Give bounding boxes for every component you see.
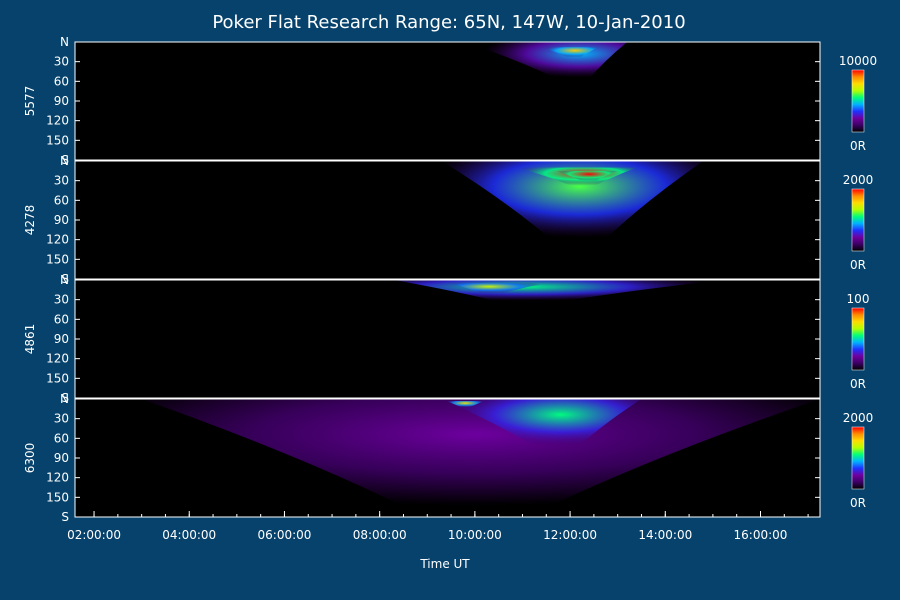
y-tick-label: S	[61, 153, 69, 167]
x-tick-label: 02:00:00	[67, 528, 121, 542]
y-tick-label: 120	[46, 471, 69, 485]
x-tick-label: 16:00:00	[734, 528, 788, 542]
panel-background	[75, 161, 820, 279]
y-tick-label: 60	[54, 193, 69, 207]
y-tick-label: 60	[54, 312, 69, 326]
x-tick-label: 06:00:00	[258, 528, 312, 542]
colorbar	[851, 307, 865, 371]
emission-feature	[451, 283, 547, 295]
panel-label: 4861	[23, 324, 37, 355]
y-tick-label: 120	[46, 233, 69, 247]
y-tick-label: 150	[46, 371, 69, 385]
y-tick-label: N	[60, 35, 69, 49]
panel-4278: N 30 60 90 120 150 S 4278 2000 0R	[23, 154, 873, 286]
colorbar	[851, 69, 865, 133]
y-tick-label: S	[61, 391, 69, 405]
colorbar-max-label: 10000	[839, 54, 877, 68]
colorbar-min-label: 0R	[850, 496, 866, 510]
y-tick-label: 150	[46, 133, 69, 147]
y-tick-label: 90	[54, 451, 69, 465]
y-tick-label: 60	[54, 431, 69, 445]
emission-feature	[141, 399, 820, 517]
emission-feature	[555, 170, 618, 182]
x-tick-label: 12:00:00	[543, 528, 597, 542]
panel-6300: N 30 60 90 120 150 S 6300 2000 0R	[23, 392, 873, 524]
emission-feature	[446, 400, 485, 409]
panel-label: 6300	[23, 443, 37, 474]
y-tick-label: 90	[54, 332, 69, 346]
colorbar-min-label: 0R	[850, 377, 866, 391]
y-tick-label: S	[61, 510, 69, 524]
panel-4861: N 30 60 90 120 150 S 4861 100 0R	[23, 273, 869, 405]
y-tick-label: 90	[54, 94, 69, 108]
colorbar-max-label: 100	[847, 292, 870, 306]
emission-feature	[441, 161, 704, 247]
panels-layer: N 30 60 90 120 150 S 5577 10000 0R N 30 60 90 120 150 S 4…	[23, 35, 877, 524]
y-tick-label: 90	[54, 213, 69, 227]
colorbar	[851, 426, 865, 490]
colorbar	[851, 188, 865, 252]
y-tick-label: 60	[54, 74, 69, 88]
panel-background	[75, 280, 820, 398]
x-tick-label: 14:00:00	[638, 528, 692, 542]
colorbar-max-label: 2000	[843, 411, 874, 425]
y-tick-label: 30	[54, 293, 69, 307]
panel-5577: N 30 60 90 120 150 S 5577 10000 0R	[23, 35, 877, 167]
emission-feature	[441, 399, 642, 452]
y-tick-label: 150	[46, 490, 69, 504]
panel-label: 4278	[23, 205, 37, 236]
y-tick-label: 30	[54, 55, 69, 69]
x-tick-label: 10:00:00	[448, 528, 502, 542]
chart-title: Poker Flat Research Range: 65N, 147W, 10…	[212, 12, 685, 33]
y-tick-label: 30	[54, 412, 69, 426]
y-tick-label: 120	[46, 352, 69, 366]
colorbar-min-label: 0R	[850, 258, 866, 272]
panel-background	[75, 42, 820, 160]
y-tick-label: N	[60, 392, 69, 406]
panel-label: 5577	[23, 86, 37, 117]
y-tick-label: 30	[54, 174, 69, 188]
y-tick-label: S	[61, 272, 69, 286]
x-tick-label: 04:00:00	[162, 528, 216, 542]
y-tick-label: 120	[46, 114, 69, 128]
emission-feature	[541, 47, 599, 59]
y-tick-label: 150	[46, 252, 69, 266]
y-tick-label: N	[60, 154, 69, 168]
x-tick-label: 08:00:00	[353, 528, 407, 542]
y-tick-label: N	[60, 273, 69, 287]
colorbar-min-label: 0R	[850, 139, 866, 153]
x-axis: 02:00:00 04:00:00 06:00:00 08:00:00 10:00:00…	[67, 511, 809, 542]
x-axis-label: Time UT	[419, 557, 470, 571]
colorbar-max-label: 2000	[843, 173, 874, 187]
